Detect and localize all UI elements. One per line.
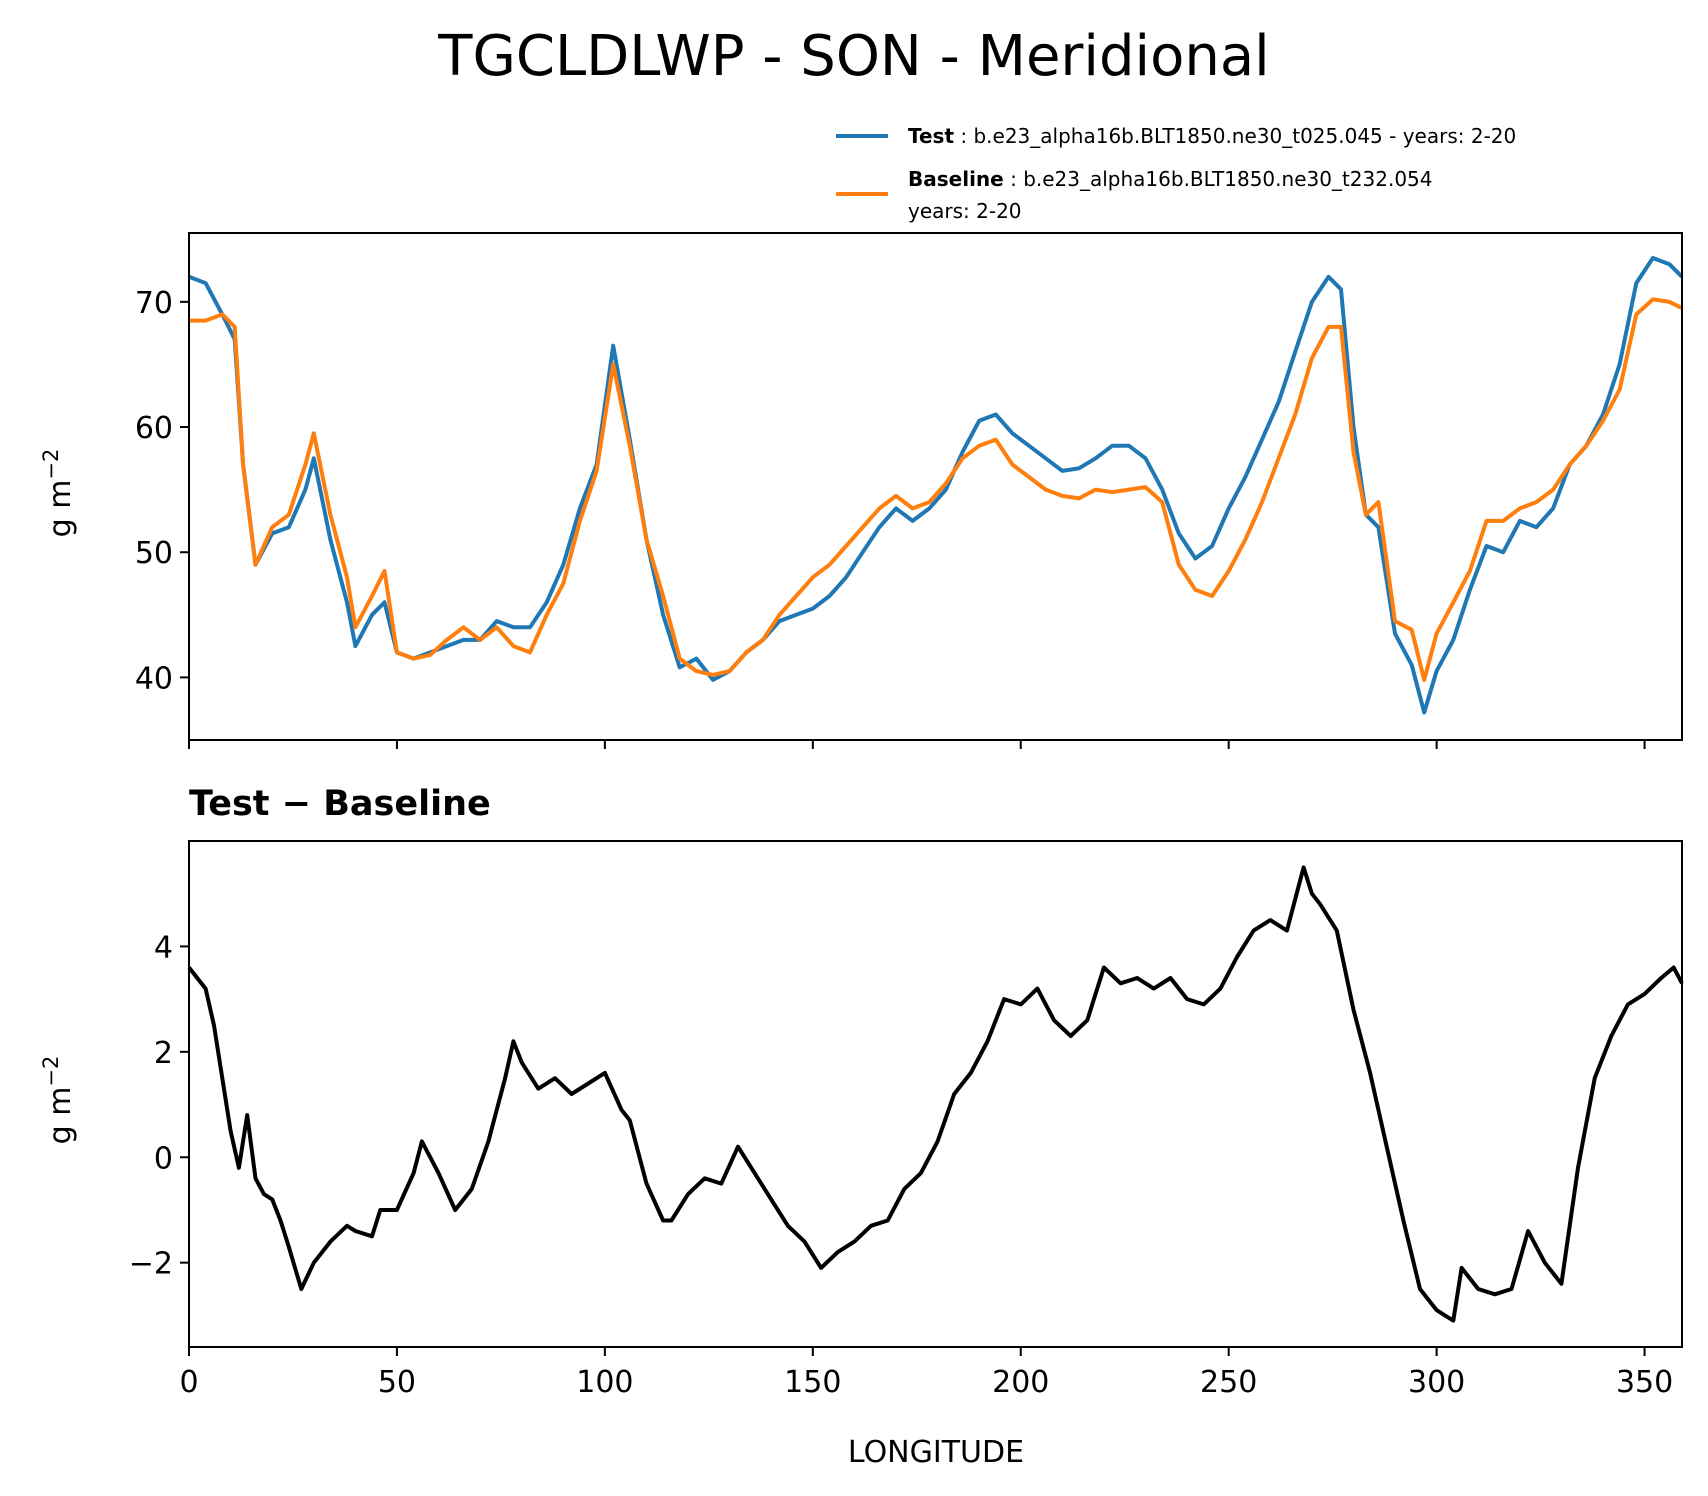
x-tick-label: 300: [1408, 1365, 1465, 1400]
y-tick-label: 70: [135, 286, 173, 321]
y-tick-label: 4: [154, 930, 173, 965]
x-tick-label: 150: [784, 1365, 841, 1400]
baseline-series-line: [189, 297, 1683, 682]
top-y-ticks: 40 50 60 70: [135, 286, 189, 696]
x-tick-label: 250: [1200, 1365, 1257, 1400]
legend: Test : b.e23_alpha16b.BLT1850.ne30_t025.…: [836, 124, 1516, 223]
legend-baseline-years: years: 2-20: [908, 199, 1022, 223]
x-tick-label: 100: [576, 1365, 633, 1400]
top-panel: g m−2 40 50 60 70: [39, 232, 1684, 749]
top-y-axis-label: g m−2: [39, 449, 78, 538]
x-tick-label: 200: [992, 1365, 1049, 1400]
x-axis-label: LONGITUDE: [848, 1435, 1024, 1470]
y-tick-label: 60: [135, 411, 173, 446]
y-tick-label: 0: [154, 1141, 173, 1176]
x-tick-label: 350: [1616, 1365, 1673, 1400]
bottom-y-ticks: −2 0 2 4: [129, 930, 189, 1282]
y-tick-label: −2: [129, 1247, 173, 1282]
top-x-ticks: [188, 740, 1646, 749]
y-tick-label: 50: [135, 536, 173, 571]
difference-subtitle: Test − Baseline: [189, 784, 491, 824]
y-tick-label: 2: [154, 1036, 173, 1071]
bottom-plot-frame: [188, 840, 1683, 1348]
chart-title: TGCLDLWP - SON - Meridional: [437, 24, 1269, 89]
x-tick-label: 50: [378, 1365, 416, 1400]
top-plot-frame: [188, 232, 1683, 741]
bottom-x-ticks: 0 50 100 150 200 250 300 350: [179, 1347, 1673, 1400]
y-tick-label: 40: [135, 661, 173, 696]
difference-series-line: [187, 865, 1684, 1323]
legend-test-label: Test : b.e23_alpha16b.BLT1850.ne30_t025.…: [908, 124, 1516, 148]
legend-baseline-label: Baseline : b.e23_alpha16b.BLT1850.ne30_t…: [908, 167, 1433, 191]
bottom-panel: Test − Baseline g m−2 −2 0 2 4 0 50 100 150 200…: [39, 784, 1684, 1470]
bottom-y-axis-label: g m−2: [39, 1056, 78, 1145]
x-tick-label: 0: [179, 1365, 198, 1400]
